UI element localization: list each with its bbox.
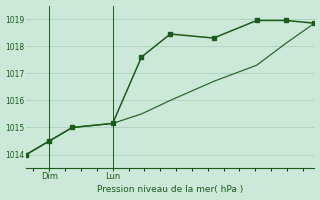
X-axis label: Pression niveau de la mer( hPa ): Pression niveau de la mer( hPa ) (97, 185, 244, 194)
